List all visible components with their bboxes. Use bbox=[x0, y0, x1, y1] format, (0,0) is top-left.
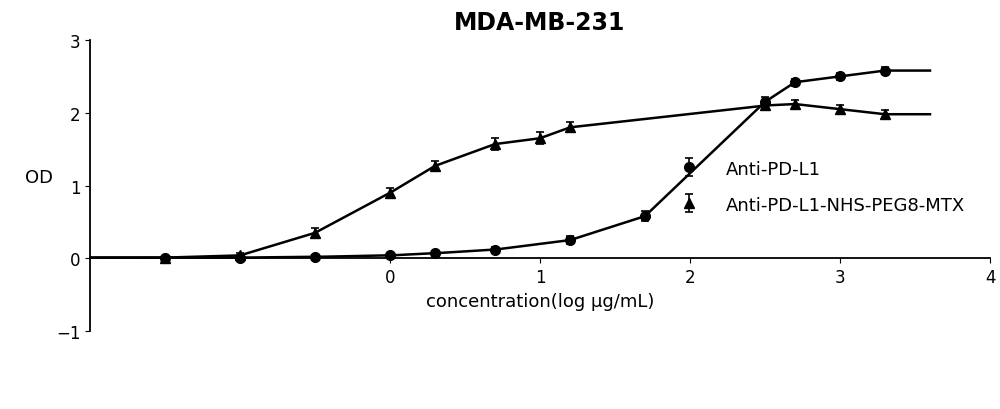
Y-axis label: OD: OD bbox=[25, 168, 53, 186]
Legend: Anti-PD-L1, Anti-PD-L1-NHS-PEG8-MTX: Anti-PD-L1, Anti-PD-L1-NHS-PEG8-MTX bbox=[666, 160, 965, 215]
X-axis label: concentration(log μg/mL): concentration(log μg/mL) bbox=[426, 292, 654, 310]
Title: MDA-MB-231: MDA-MB-231 bbox=[454, 11, 626, 35]
